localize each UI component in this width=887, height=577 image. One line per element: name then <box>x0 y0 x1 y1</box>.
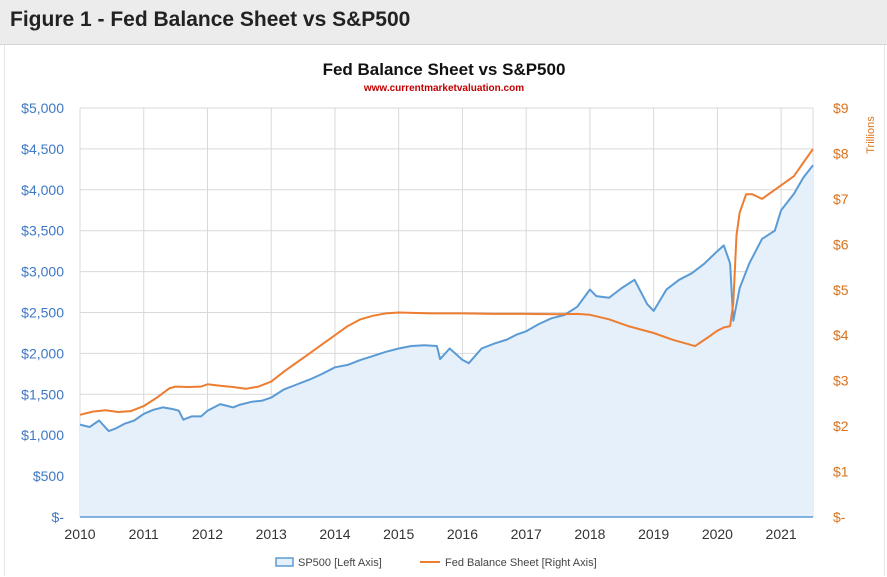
right-axis-tick-label: $3 <box>833 373 849 389</box>
legend-swatch-sp500 <box>275 557 294 567</box>
fed-balance-line <box>79 148 814 416</box>
left-axis-tick-label: $5,000 <box>21 100 64 116</box>
x-axis-tick-label: 2019 <box>638 526 669 542</box>
x-axis-tick-label: 2011 <box>129 526 159 542</box>
right-axis-tick-label: $8 <box>833 145 849 161</box>
right-axis-tick-label: $7 <box>833 191 849 207</box>
chart-title: Fed Balance Sheet vs S&P500 <box>323 60 566 79</box>
x-axis-tick-label: 2020 <box>702 526 733 542</box>
chart-frame <box>4 45 885 576</box>
x-axis-tick-label: 2013 <box>256 526 287 542</box>
x-axis-tick-label: 2014 <box>319 526 350 542</box>
right-axis-tick-label: $1 <box>833 464 849 480</box>
legend-label-fed: Fed Balance Sheet [Right Axis] <box>445 557 597 569</box>
x-axis-tick-label: 2017 <box>511 526 542 542</box>
left-axis-tick-label: $4,500 <box>21 141 64 157</box>
right-axis-tick-label: $6 <box>833 236 849 252</box>
x-axis-tick-label: 2015 <box>383 526 414 542</box>
figure-header: Figure 1 - Fed Balance Sheet vs S&P500 <box>0 0 887 45</box>
x-axis-tick-label: 2018 <box>574 526 605 542</box>
right-axis-tick-label: $5 <box>833 282 849 298</box>
left-axis-tick-label: $2,500 <box>21 305 64 321</box>
left-axis-tick-label: $3,000 <box>21 264 64 280</box>
right-axis-tick-label: $4 <box>833 327 849 343</box>
figure-title: Figure 1 - Fed Balance Sheet vs S&P500 <box>10 8 411 31</box>
x-axis-tick-label: 2012 <box>192 526 223 542</box>
x-axis-tick-label: 2016 <box>447 526 478 542</box>
legend-label-sp500: SP500 [Left Axis] <box>298 557 382 569</box>
right-axis-tick-label: $- <box>833 509 846 525</box>
left-axis-tick-label: $1,000 <box>21 427 64 443</box>
right-axis-tick-label: $9 <box>833 100 849 116</box>
right-axis-label: Trillions <box>865 116 877 154</box>
chart-subtitle: www.currentmarketvaluation.com <box>363 83 524 94</box>
x-axis-tick-label: 2021 <box>766 526 797 542</box>
sp500-area <box>80 165 813 518</box>
left-axis-tick-label: $2,000 <box>21 345 64 361</box>
left-axis-tick-label: $3,500 <box>21 223 64 239</box>
left-axis-tick-label: $500 <box>33 468 64 484</box>
right-axis-tick-label: $2 <box>833 418 849 434</box>
sp500-line <box>79 164 814 433</box>
x-axis-tick-label: 2010 <box>64 526 95 542</box>
left-axis-tick-label: $4,000 <box>21 182 64 198</box>
left-axis-tick-label: $1,500 <box>21 386 64 402</box>
left-axis-tick-label: $- <box>52 509 65 525</box>
